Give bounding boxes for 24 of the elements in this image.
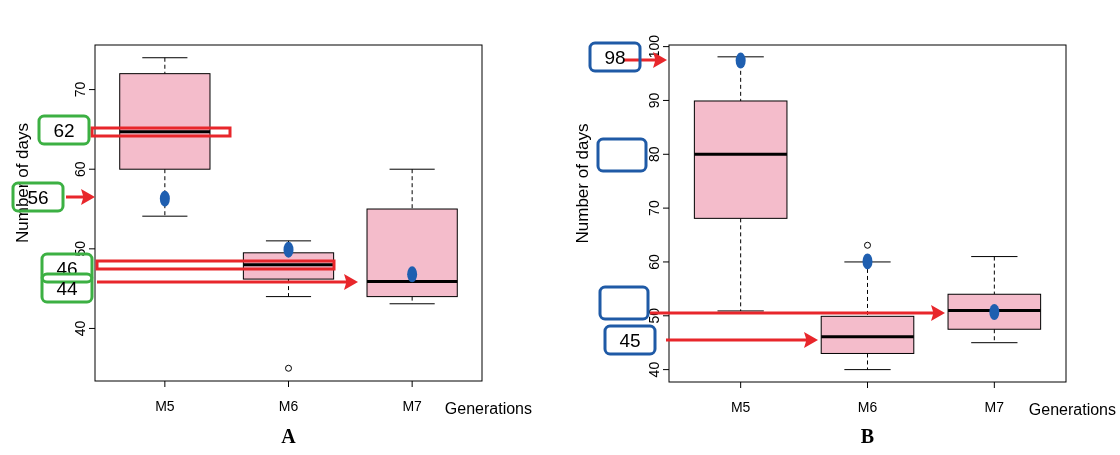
y-tick-label: 100 [646,34,662,59]
x-axis-title: Generations [444,400,532,417]
text: 45 [619,330,641,351]
x-tick-label: M7 [984,399,1005,415]
x-tick-label: M5 [155,398,175,414]
x-tick-label: M5 [730,399,751,415]
y-tick-label: 40 [646,361,662,378]
x-axis-title: Generations [1028,401,1116,418]
y-tick-label: 70 [646,200,662,216]
y-tick-label: 90 [646,92,662,109]
x-tick-label: M6 [857,399,878,415]
y-tick-label: 40 [72,320,88,337]
y-axis-title: Number of days [573,123,592,244]
x-tick-label: M6 [278,398,299,414]
y-tick-label: 60 [646,253,662,270]
text: 44 [56,278,78,299]
text: 62 [53,120,75,141]
x-tick-label: M7 [402,398,423,414]
y-tick-label: 70 [72,81,88,98]
text: 98 [604,47,626,68]
y-tick-label: 60 [72,161,88,177]
text: A [281,425,297,447]
y-tick-label: 80 [646,146,662,163]
text: B [860,425,875,447]
